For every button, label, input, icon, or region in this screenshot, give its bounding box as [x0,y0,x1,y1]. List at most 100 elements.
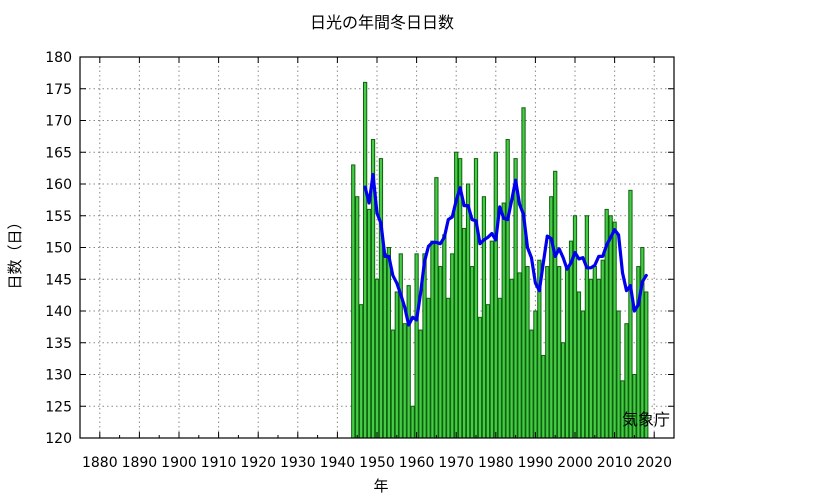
bar [485,304,491,439]
bar [497,297,502,439]
x-tick-label: 1940 [320,455,356,471]
y-tick-label: 130 [45,368,72,384]
bar [592,266,597,439]
bar [584,215,590,439]
x-tick-label: 1970 [438,455,474,471]
bar [366,208,372,439]
bar [628,189,633,439]
x-tick-label: 1910 [201,455,237,471]
bar [450,253,455,439]
bar [580,310,586,439]
bar [564,266,570,439]
moving-average-line [363,172,648,327]
bar [576,291,582,439]
y-tick-label: 175 [45,82,72,98]
bar [426,297,431,439]
y-tick-label: 140 [45,304,72,320]
x-tick-label: 2020 [636,455,672,471]
x-tick-label: 2010 [597,455,633,471]
bar [608,215,613,439]
bar [359,304,364,439]
x-tick-label: 1880 [82,455,118,471]
x-tick-label: 1900 [161,455,197,471]
bar [465,183,471,439]
credit-label: 気象庁 [622,410,670,429]
bar [418,329,423,439]
y-tick-label: 160 [45,177,72,193]
bar [458,158,463,439]
bar [438,266,443,439]
y-tick-label: 145 [45,272,72,288]
y-tick-label: 135 [45,336,72,352]
bar [553,170,558,439]
bar [351,164,356,439]
bar [560,342,566,439]
x-axis-ticks: 1880 1890 1900 1910 1920 1930 1940 1950 1960 1970… [79,57,675,471]
y-tick-label: 155 [45,209,72,225]
x-tick-label: 1920 [240,455,276,471]
moving-average-series [363,172,648,327]
plot-frame [79,56,675,439]
bar [410,405,415,439]
bar [390,329,395,439]
bar [414,253,419,439]
y-axis-ticks: 120 125 130 135 140 145 150 155 160 165 170 175 180 [45,50,674,447]
bar [505,139,510,439]
x-tick-label: 1960 [399,455,435,471]
bar [541,354,546,439]
bar [509,278,514,439]
bar [461,227,467,439]
bar [600,259,605,439]
x-tick-label: 1950 [359,455,395,471]
bar-series [351,81,649,439]
y-tick-label: 120 [45,431,72,447]
bar [596,278,601,439]
y-axis-title: 日数（日） [6,214,24,289]
y-tick-label: 170 [45,114,72,130]
bar [394,291,399,439]
bar [588,278,593,439]
bar [398,253,403,439]
x-tick-label: 1980 [478,455,514,471]
bar [489,240,494,439]
bar [549,196,554,439]
bar [612,221,617,439]
bar [481,196,487,439]
bar [378,158,384,439]
chart-title: 日光の年間冬日日数 [310,13,454,32]
bar [402,323,407,439]
bar [355,196,360,439]
bar [469,266,475,439]
bar [374,278,380,439]
bar [430,240,435,439]
bar [616,310,621,439]
x-tick-label: 1930 [280,455,316,471]
bar [386,247,392,439]
bar [568,240,574,439]
bar [521,107,526,439]
x-tick-label: 1990 [518,455,554,471]
bar [517,272,522,439]
y-tick-label: 150 [45,241,72,257]
bar [382,253,388,439]
bar [545,266,550,439]
x-axis-title: 年 [373,477,388,495]
bar [525,266,530,439]
bar [501,202,506,439]
bar [557,266,562,439]
x-tick-label: 1890 [122,455,158,471]
bar [446,297,451,439]
bar [477,316,483,439]
bar [473,158,479,439]
bar [533,310,538,439]
y-tick-label: 180 [45,50,72,66]
bar [493,151,498,439]
y-tick-label: 125 [45,399,72,415]
y-tick-label: 165 [45,145,72,161]
bar [442,234,447,439]
bar [513,158,518,439]
bar [406,285,411,439]
bar [572,215,578,439]
x-tick-label: 2000 [557,455,593,471]
bar [362,81,368,439]
